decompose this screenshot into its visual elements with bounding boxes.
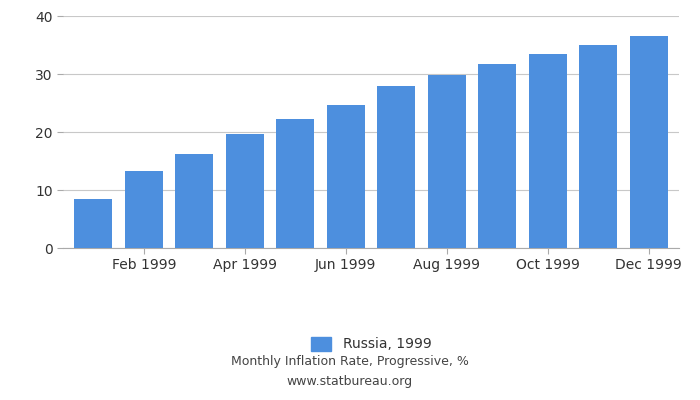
- Bar: [125, 171, 162, 248]
- Bar: [327, 105, 365, 248]
- Bar: [580, 45, 617, 248]
- Bar: [74, 199, 112, 248]
- Text: www.statbureau.org: www.statbureau.org: [287, 376, 413, 388]
- Bar: [276, 119, 314, 248]
- Bar: [528, 54, 567, 248]
- Bar: [377, 86, 415, 248]
- Bar: [226, 134, 264, 248]
- Legend: Russia, 1999: Russia, 1999: [305, 331, 437, 357]
- Bar: [478, 64, 516, 248]
- Text: Monthly Inflation Rate, Progressive, %: Monthly Inflation Rate, Progressive, %: [231, 356, 469, 368]
- Bar: [175, 154, 214, 248]
- Bar: [630, 36, 668, 248]
- Bar: [428, 74, 466, 248]
